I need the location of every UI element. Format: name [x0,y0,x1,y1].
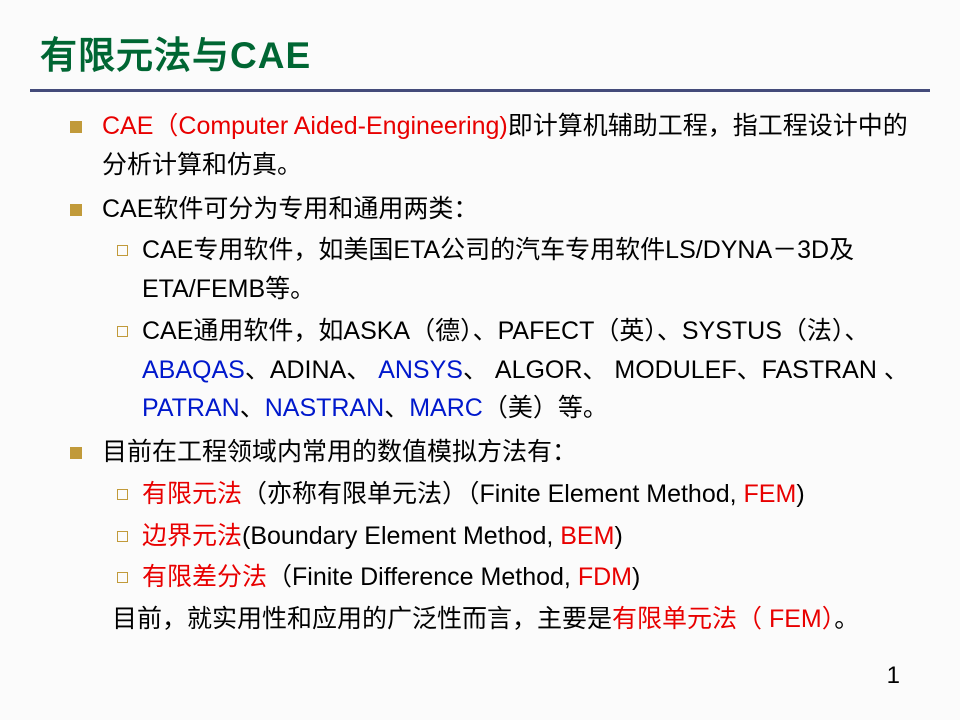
b2-s2-p1: CAE通用软件，如ASKA（德）、PAFECT（英）、SYSTUS（法）、 [142,317,869,345]
fem-tail: ) [796,480,804,508]
b3-tail-p1: 目前，就实用性和应用的广泛性而言，主要是 [112,605,612,633]
abaqas: ABAQAS [142,356,245,384]
bullet-2: CAE软件可分为专用和通用两类： CAE专用软件，如美国ETA公司的汽车专用软件… [70,190,910,429]
b3-sub1: 有限元法（亦称有限单元法）（Finite Element Method, FEM… [112,475,910,514]
top-bullet-list: CAE（Computer Aided-Engineering)即计算机辅助工程，… [70,107,910,639]
fdm-desc: （Finite Difference Method, [267,563,578,591]
bem-abbr: BEM [560,522,614,550]
b3-tail: 目前，就实用性和应用的广泛性而言，主要是有限单元法（ FEM）。 [112,600,910,639]
patran: PATRAN [142,394,240,422]
cae-term: CAE（Computer Aided-Engineering) [102,112,508,140]
slide-content: CAE（Computer Aided-Engineering)即计算机辅助工程，… [0,107,960,639]
slide: 有限元法与CAE CAE（Computer Aided-Engineering)… [0,0,960,720]
b2-sub2: CAE通用软件，如ASKA（德）、PAFECT（英）、SYSTUS（法）、 ABA… [112,312,910,428]
b3-head: 目前在工程领域内常用的数值模拟方法有： [102,438,577,466]
bullet-3: 目前在工程领域内常用的数值模拟方法有： 有限元法（亦称有限单元法）（Finite… [70,433,910,639]
b3-tail-p2: 。 [834,605,859,633]
fdm-tail: ) [632,563,640,591]
fem-desc: （亦称有限单元法）（Finite Element Method, [242,480,744,508]
fem-zh: 有限元法 [142,480,242,508]
b2-sublist: CAE专用软件，如美国ETA公司的汽车专用软件LS/DYNA－3D及ETA/FE… [102,231,910,428]
b3-sub2: 边界元法(Boundary Element Method, BEM) [112,517,910,556]
b2-s2-p2: 、ADINA、 [245,356,378,384]
title-area: 有限元法与CAE [30,0,930,92]
b2-s2-p3: 、 ALGOR、 MODULEF、FASTRAN 、 [463,356,909,384]
nastran: NASTRAN [265,394,384,422]
slide-title: 有限元法与CAE [40,25,920,79]
b2-head: CAE软件可分为专用和通用两类： [102,195,478,223]
bullet-1: CAE（Computer Aided-Engineering)即计算机辅助工程，… [70,107,910,185]
fem-abbr: FEM [744,480,797,508]
ansys: ANSYS [378,356,463,384]
b3-sublist: 有限元法（亦称有限单元法）（Finite Element Method, FEM… [102,475,910,639]
bem-zh: 边界元法 [142,522,242,550]
marc: MARC [409,394,483,422]
fdm-zh: 有限差分法 [142,563,267,591]
b2-s2-p4: 、 [240,394,265,422]
bem-tail: ) [614,522,622,550]
b2-sub1-text: CAE专用软件，如美国ETA公司的汽车专用软件LS/DYNA－3D及ETA/FE… [142,236,854,303]
page-number: 1 [887,662,900,690]
b3-tail-red: 有限单元法（ FEM） [612,605,834,633]
b2-sub1: CAE专用软件，如美国ETA公司的汽车专用软件LS/DYNA－3D及ETA/FE… [112,231,910,309]
b2-s2-p5: 、 [384,394,409,422]
bem-desc: (Boundary Element Method, [242,522,560,550]
b3-sub3: 有限差分法（Finite Difference Method, FDM) [112,558,910,597]
fdm-abbr: FDM [578,563,632,591]
b2-s2-p6: （美）等。 [483,394,608,422]
